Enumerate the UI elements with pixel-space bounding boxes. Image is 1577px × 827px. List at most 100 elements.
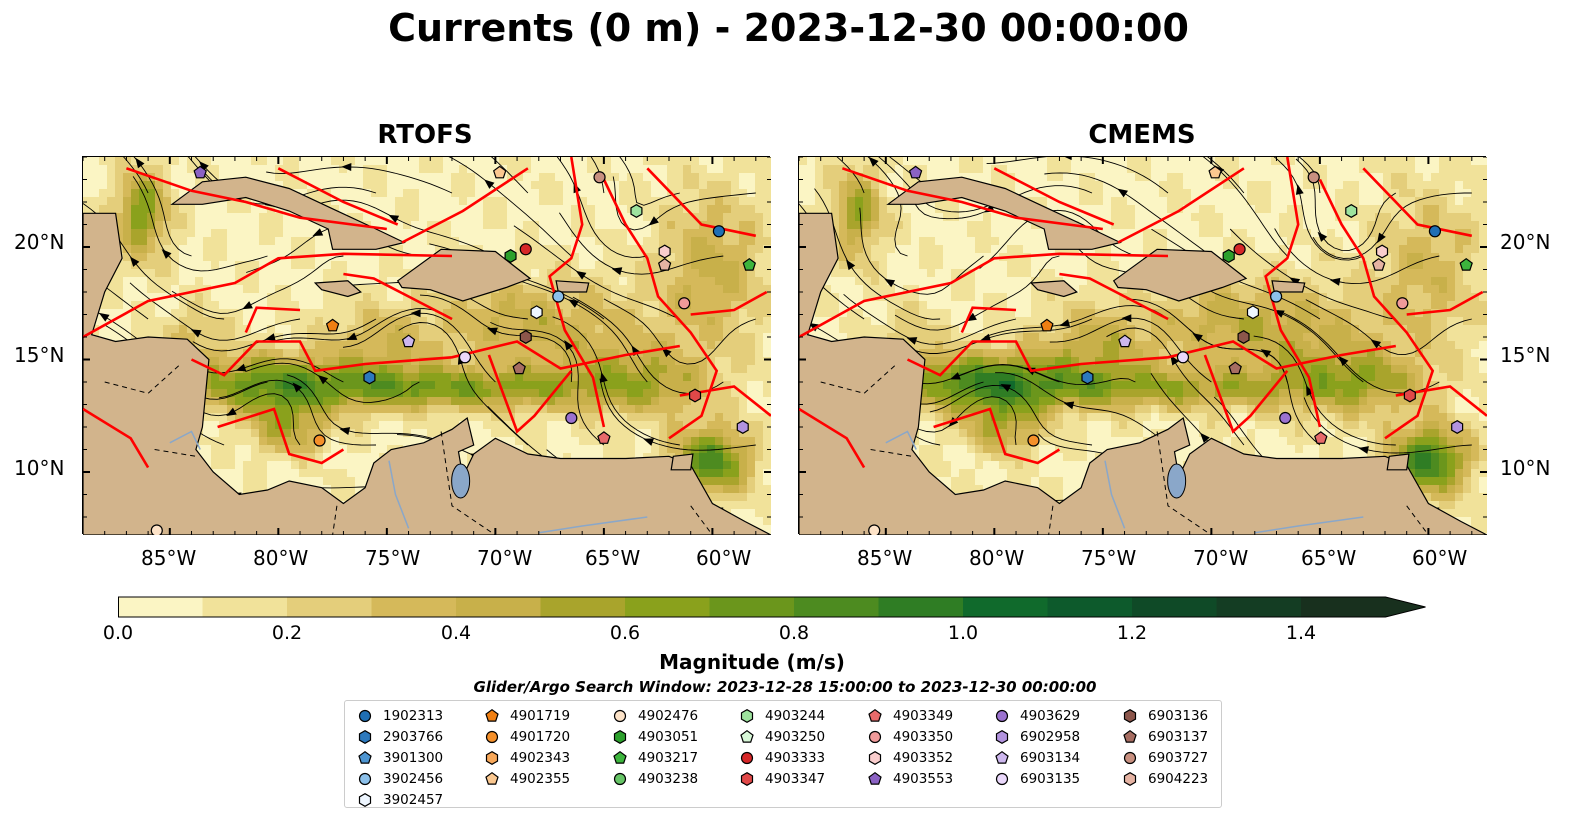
- lon-tick: 65°W: [585, 546, 641, 570]
- pentagon-marker-icon: [1123, 730, 1137, 743]
- lon-tick: 70°W: [1193, 546, 1249, 570]
- lat-tick: 15°N: [1500, 343, 1551, 367]
- lon-tick: 75°W: [365, 546, 421, 570]
- float-marker: [736, 420, 749, 434]
- hexagon-marker-icon: [358, 730, 372, 745]
- float-marker: [565, 411, 578, 425]
- float-marker: [1246, 305, 1259, 320]
- pentagon-marker-icon: [995, 750, 1009, 764]
- legend-label: 4903553: [893, 770, 954, 787]
- lon-tick: 85°W: [141, 546, 197, 570]
- pentagon-marker-icon: [358, 750, 372, 764]
- hexagon-marker-icon: [1123, 709, 1137, 724]
- map-panel-rtofs: [82, 156, 771, 535]
- float-marker: [325, 318, 340, 332]
- legend-label: 4903244: [765, 708, 826, 725]
- colorbar-segment: [963, 597, 1048, 617]
- legend-item: 3901300: [357, 748, 443, 769]
- colorbar-tick: 0.0: [102, 622, 134, 644]
- legend-label: 6903135: [1020, 770, 1081, 787]
- legend-label: 4903217: [638, 749, 699, 766]
- float-marker: [1314, 431, 1328, 444]
- lon-tick: 60°W: [696, 546, 752, 570]
- legend-label: 4901720: [510, 729, 571, 746]
- float-marker: [1081, 370, 1094, 385]
- map-canvas-cmems: [799, 157, 1487, 535]
- colorbar-tick: 0.6: [609, 622, 641, 644]
- legend-label: 6904223: [1148, 770, 1209, 787]
- legend-label: 4903352: [893, 749, 954, 766]
- map-panel-cmems: [798, 156, 1487, 535]
- float-marker: [1396, 297, 1409, 310]
- legend-column: 4903629 6902958 6903134 6903135: [994, 706, 1080, 789]
- colorbar-segment: [1132, 597, 1217, 617]
- colorbar-segment: [709, 597, 795, 617]
- legend-item: 4903629: [994, 706, 1080, 727]
- float-marker: [742, 257, 757, 271]
- legend-label: 4901719: [510, 708, 571, 725]
- lake-maracaibo: [451, 463, 471, 499]
- legend-label: 1902313: [383, 708, 444, 725]
- legend-item: 4903051: [612, 727, 698, 748]
- hexagon-marker-icon: [1123, 771, 1137, 786]
- legend-column: 4901719 4901720 4902343 4902355: [484, 706, 570, 789]
- colorbar-segment: [287, 597, 372, 617]
- float-marker: [678, 297, 691, 310]
- pentagon-marker-icon: [485, 771, 499, 785]
- float-marker: [519, 243, 532, 256]
- legend-item: 4902343: [484, 748, 570, 769]
- float-marker: [1176, 351, 1190, 364]
- float-marker: [1428, 225, 1442, 238]
- legend-column: 4902476 4903051 4903217 4903238: [612, 706, 698, 789]
- circle-marker-icon: [613, 772, 627, 785]
- hexagon-marker-icon: [740, 771, 754, 786]
- panel-title-rtofs: RTOFS: [377, 120, 473, 150]
- hexagon-marker-icon: [995, 730, 1009, 745]
- legend-column: 4903349 4903350 4903352 4903553: [867, 706, 953, 789]
- float-marker: [908, 165, 923, 179]
- circle-marker-icon: [613, 710, 627, 723]
- pentagon-marker-icon: [485, 709, 499, 723]
- float-marker: [1345, 204, 1358, 218]
- axis-ticks: [83, 157, 771, 535]
- float-marker: [1237, 330, 1250, 344]
- float-marker: [1118, 334, 1132, 348]
- float-marker: [313, 434, 326, 447]
- maritime-boundaries: [83, 157, 771, 469]
- circle-marker-icon: [995, 710, 1009, 723]
- float-marker: [401, 334, 416, 348]
- legend-item: 6903134: [994, 748, 1080, 769]
- float-marker: [1403, 388, 1416, 403]
- float-marker: [1208, 165, 1222, 179]
- legend-label: 4903349: [893, 708, 954, 725]
- float-marker: [688, 388, 702, 403]
- circle-marker-icon: [358, 772, 372, 785]
- float-marker: [658, 244, 671, 259]
- float-marker: [1228, 361, 1242, 375]
- colorbar-tick: 0.2: [271, 622, 303, 644]
- legend-item: 6903727: [1122, 748, 1208, 769]
- legend-item: 4903347: [739, 768, 825, 789]
- lat-tick: 10°N: [14, 456, 65, 480]
- legend-column: 4903244 4903250 4903333 4903347: [739, 706, 825, 789]
- hexagon-marker-icon: [868, 750, 882, 765]
- colorbar-tick: 1.0: [947, 622, 979, 644]
- hexagon-marker-icon: [485, 750, 499, 765]
- legend-item: 1902313: [357, 706, 443, 727]
- land: [799, 176, 1487, 535]
- legend-label: 4902343: [510, 749, 571, 766]
- colorbar-segment: [1047, 597, 1133, 617]
- legend-item: 4903238: [612, 768, 698, 789]
- colorbar: [118, 596, 1426, 618]
- legend-label: 2903766: [383, 729, 444, 746]
- float-marker: [1027, 434, 1040, 447]
- legend-item: 4903352: [867, 748, 953, 769]
- pentagon-marker-icon: [868, 771, 882, 785]
- main-title: Currents (0 m) - 2023-12-30 00:00:00: [388, 6, 1189, 50]
- pentagon-marker-icon: [868, 709, 882, 723]
- lon-tick: 65°W: [1301, 546, 1357, 570]
- legend-label: 3901300: [383, 749, 444, 766]
- circle-marker-icon: [1123, 751, 1137, 765]
- colorbar-segment: [202, 597, 288, 617]
- lat-tick: 15°N: [14, 343, 65, 367]
